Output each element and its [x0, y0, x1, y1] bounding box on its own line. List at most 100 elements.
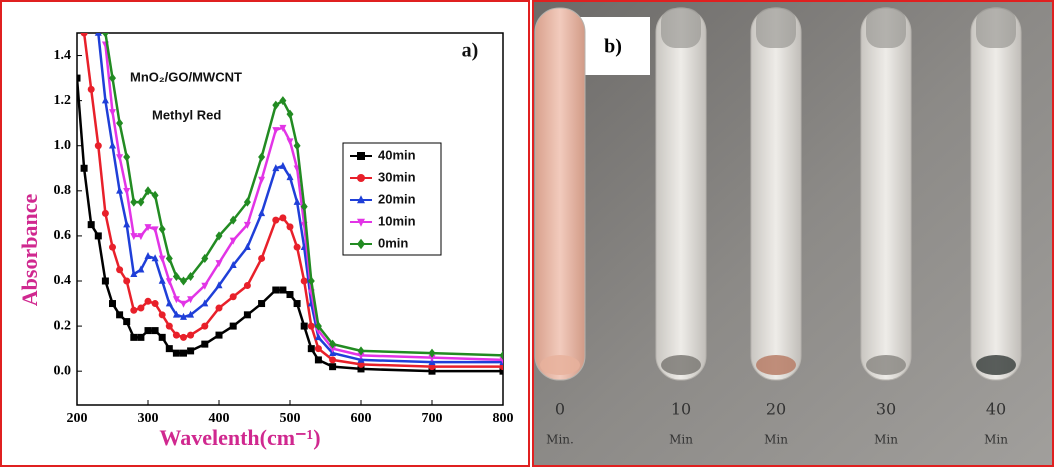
tube-unit: Min	[764, 433, 788, 447]
marker	[116, 186, 124, 194]
annotation: MnO₂/GO/MWCNT	[130, 69, 242, 84]
marker	[201, 322, 209, 330]
legend-label: 0min	[378, 235, 408, 250]
marker	[180, 276, 187, 286]
tube-time: 20	[766, 400, 786, 419]
marker	[215, 281, 223, 289]
marker	[357, 365, 365, 373]
marker	[243, 221, 251, 229]
y-tick-label: 0.0	[54, 363, 72, 378]
marker	[329, 345, 337, 353]
marker	[165, 278, 173, 286]
legend-label: 20min	[378, 191, 416, 206]
marker	[243, 282, 251, 290]
marker	[307, 276, 315, 286]
marker	[80, 33, 88, 37]
x-tick-label: 500	[280, 411, 301, 426]
marker	[314, 356, 322, 364]
marker	[357, 152, 365, 160]
marker	[130, 306, 138, 314]
marker	[499, 357, 503, 365]
marker	[258, 209, 266, 217]
test-tube	[970, 7, 1022, 381]
x-tick-label: 200	[67, 411, 88, 426]
marker	[279, 96, 287, 106]
marker	[165, 299, 173, 307]
tube-time: 10	[671, 400, 691, 419]
marker	[428, 348, 436, 358]
marker	[94, 232, 102, 240]
marker	[151, 327, 159, 335]
marker	[243, 242, 251, 250]
marker	[201, 340, 209, 348]
marker	[258, 254, 266, 262]
marker	[116, 266, 124, 274]
marker	[272, 164, 280, 172]
tube-cap	[976, 8, 1016, 48]
marker	[258, 176, 266, 184]
tube-cap	[866, 8, 906, 48]
marker	[293, 300, 301, 308]
marker	[201, 253, 209, 264]
marker	[279, 214, 287, 222]
marker	[165, 253, 173, 264]
x-axis-label: Wavelenth(cm⁻¹)	[159, 425, 320, 450]
marker	[87, 221, 95, 229]
marker	[314, 321, 322, 331]
marker	[243, 197, 251, 207]
marker	[187, 310, 195, 318]
marker	[130, 197, 138, 207]
y-tick-label: 0.4	[54, 273, 72, 288]
y-axis-label: Absorbance	[17, 194, 42, 307]
marker	[130, 333, 138, 341]
test-tube	[750, 7, 802, 381]
marker	[293, 243, 301, 251]
marker	[286, 291, 294, 299]
marker	[94, 33, 102, 36]
test-tube	[534, 7, 586, 381]
panel-label: a)	[462, 40, 479, 62]
marker	[428, 367, 436, 375]
marker	[158, 333, 166, 341]
marker	[180, 333, 187, 341]
marker	[172, 349, 180, 357]
marker	[258, 300, 266, 308]
marker	[357, 352, 365, 360]
marker	[229, 293, 237, 301]
marker	[286, 173, 294, 181]
marker	[229, 322, 237, 330]
marker	[123, 318, 131, 326]
marker	[201, 282, 209, 290]
marker	[180, 312, 187, 320]
marker	[215, 231, 223, 241]
marker	[144, 224, 152, 232]
marker	[187, 331, 195, 339]
marker	[137, 304, 145, 312]
marker	[272, 100, 280, 110]
x-tick-label: 300	[138, 411, 159, 426]
marker	[130, 233, 138, 241]
marker	[314, 333, 322, 341]
marker	[109, 243, 116, 251]
marker	[151, 254, 159, 262]
marker	[300, 202, 308, 212]
marker	[172, 310, 180, 318]
marker	[258, 152, 266, 162]
marker	[286, 138, 294, 146]
y-tick-label: 0.8	[54, 183, 72, 198]
marker	[329, 339, 337, 349]
tube-cap	[661, 8, 701, 48]
legend-label: 10min	[378, 213, 416, 228]
tube-unit: Min.	[546, 433, 574, 447]
x-tick-label: 700	[422, 411, 443, 426]
marker	[123, 277, 131, 285]
marker	[158, 255, 166, 263]
marker	[101, 277, 109, 285]
test-tube	[860, 7, 912, 381]
sediment	[976, 355, 1016, 375]
sediment	[540, 355, 580, 375]
marker	[329, 363, 337, 371]
tube-cap	[756, 8, 796, 48]
